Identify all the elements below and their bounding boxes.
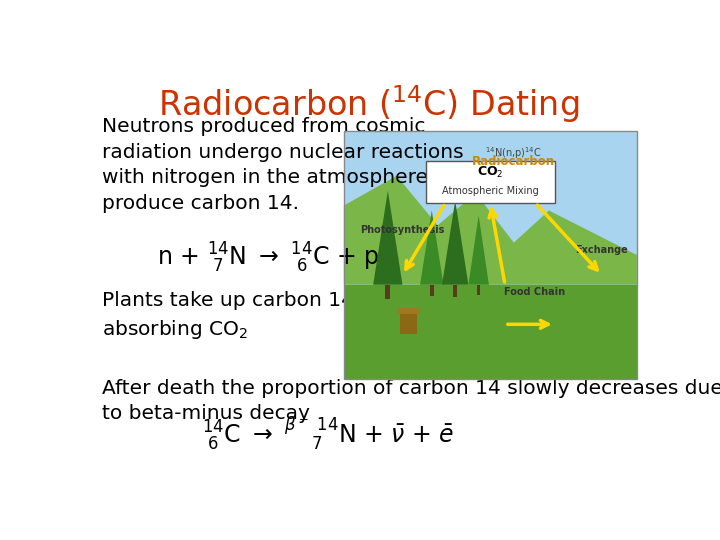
Bar: [344, 285, 636, 379]
Polygon shape: [469, 215, 489, 285]
Text: CO$_2$: CO$_2$: [477, 165, 503, 180]
Bar: [397, 308, 420, 314]
Text: After death the proportion of carbon 14 slowly decreases due
to beta-minus decay: After death the proportion of carbon 14 …: [102, 379, 720, 423]
Text: Plants take up carbon 14 by
absorbing CO$_2$: Plants take up carbon 14 by absorbing CO…: [102, 292, 384, 341]
Text: n + $^{14}_{\ 7}$N $\rightarrow$ $^{14}_{\ 6}$C + p: n + $^{14}_{\ 7}$N $\rightarrow$ $^{14}_…: [157, 241, 379, 275]
Polygon shape: [344, 176, 637, 285]
Bar: [426, 161, 555, 203]
Bar: [385, 285, 390, 299]
Text: Neutrons produced from cosmic
radiation undergo nuclear reactions
with nitrogen : Neutrons produced from cosmic radiation …: [102, 117, 463, 213]
Polygon shape: [420, 211, 444, 285]
Text: Food Chain: Food Chain: [504, 287, 565, 297]
Text: $^{14}$N(n,p)$^{14}$C: $^{14}$N(n,p)$^{14}$C: [485, 145, 542, 161]
Bar: [430, 285, 433, 296]
Polygon shape: [373, 191, 402, 285]
Text: Atmospheric Mixing: Atmospheric Mixing: [442, 186, 539, 197]
Bar: [477, 285, 480, 295]
Text: $^{14}_{\ 6}$C $\rightarrow$ $^{\beta^-\ 14}_{\ \ \ \ \ 7}$N + $\bar{\nu}$ + $\b: $^{14}_{\ 6}$C $\rightarrow$ $^{\beta^-\…: [202, 414, 454, 451]
Text: Radiocarbon ($^{14}$C) Dating: Radiocarbon ($^{14}$C) Dating: [158, 84, 580, 125]
Bar: [400, 314, 417, 334]
Bar: [344, 131, 636, 379]
Bar: [453, 285, 457, 298]
Text: Radiocarbon: Radiocarbon: [472, 155, 555, 168]
Polygon shape: [442, 200, 469, 285]
Text: Photosynthesis: Photosynthesis: [360, 225, 445, 235]
Text: Exchange: Exchange: [575, 245, 628, 255]
Bar: [344, 131, 636, 285]
